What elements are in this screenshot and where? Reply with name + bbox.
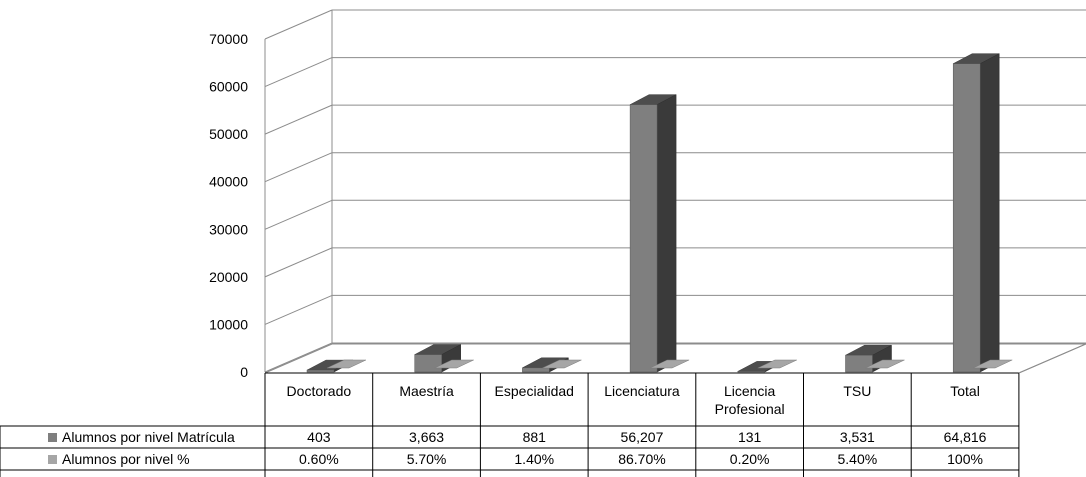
data-label: 5.40% [837, 451, 877, 467]
y-tick-label: 20000 [209, 269, 248, 285]
bar-percent-tile [326, 359, 367, 369]
side-gridline [264, 104, 333, 135]
side-gridline [264, 247, 333, 278]
category-label: Especialidad [495, 383, 574, 399]
category-label: TSU [843, 383, 871, 399]
side-gridline [264, 199, 333, 230]
floor-right-edge [1018, 343, 1086, 374]
legend-key [48, 433, 57, 442]
y-tick-label: 30000 [209, 221, 248, 237]
category-label: Licenciatura [604, 383, 680, 399]
category-label: Licencia Profesional [715, 383, 785, 417]
series-name: Alumnos por nivel % [62, 451, 190, 467]
bar-front [952, 63, 981, 373]
data-label: 403 [307, 429, 331, 445]
y-tick-label: 70000 [209, 31, 248, 47]
data-label: 86.70% [618, 451, 665, 467]
side-gridline [264, 294, 333, 325]
bar-front [629, 104, 658, 373]
legend-key [48, 455, 57, 464]
data-label: 0.20% [730, 451, 770, 467]
bar-front [845, 354, 873, 373]
data-label: 3,663 [409, 429, 444, 445]
data-label: 3,531 [840, 429, 875, 445]
data-label: 56,207 [621, 429, 664, 445]
data-label: 0.60% [299, 451, 339, 467]
bars [306, 53, 1013, 373]
data-label: 100% [947, 451, 983, 467]
y-tick-label: 0 [240, 364, 248, 380]
data-label: 881 [523, 429, 547, 445]
category-label: Total [950, 383, 980, 399]
data-label: 5.70% [407, 451, 447, 467]
bar-front [522, 367, 550, 373]
y-tick-label: 50000 [209, 126, 248, 142]
y-tick-label: 40000 [209, 174, 248, 190]
bar-percent-tile [865, 359, 905, 369]
y-axis: 0 10000 20000 30000 40000 50000 60000 70000 [209, 31, 248, 380]
data-label: 1.40% [514, 451, 554, 467]
bar-alumnos-por-nivel-matrícula [952, 53, 1000, 373]
y-tick-label: 60000 [209, 79, 248, 95]
data-label: 64,816 [944, 429, 987, 445]
category-label: Maestría [399, 383, 454, 399]
bar-percent-tile [542, 359, 582, 369]
bar-percent-tile [757, 359, 797, 369]
side-gridline [264, 342, 333, 373]
category-label: Doctorado [287, 383, 352, 399]
bar-front [737, 371, 766, 373]
series-name: Alumnos por nivel Matrícula [62, 429, 235, 445]
side-gridline [264, 152, 333, 183]
data-label: 131 [738, 429, 762, 445]
bar-percent-tile [973, 359, 1013, 369]
bar-percent-tile [434, 359, 474, 369]
side-gridline [264, 57, 333, 88]
bar-alumnos-por-nivel-matrícula [629, 94, 677, 373]
side-gridline [264, 9, 333, 40]
bar-side [656, 94, 677, 373]
bar-front [306, 369, 335, 373]
bar-front [414, 354, 442, 373]
bar-percent-tile [649, 359, 690, 369]
bar-side [979, 53, 1000, 373]
y-tick-label: 10000 [209, 316, 248, 332]
data-table: Doctorado Maestría Especialidad Licenciatur… [0, 343, 1086, 477]
